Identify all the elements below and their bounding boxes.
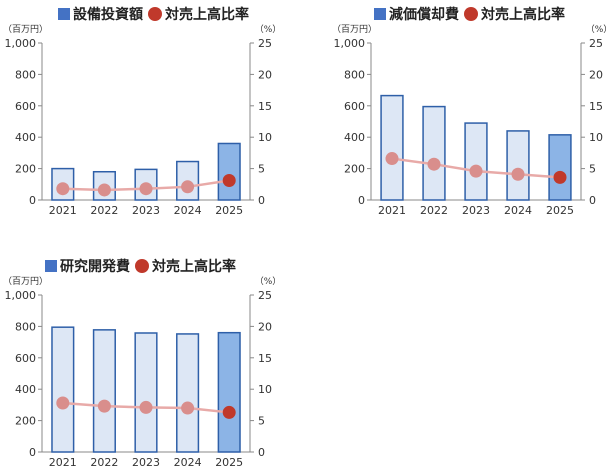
left-axis-unit: （百万円）	[332, 24, 377, 35]
left-tick-label: 0	[29, 446, 36, 459]
legend-bar-swatch	[374, 8, 386, 20]
left-tick-label: 200	[15, 163, 36, 176]
right-tick-label: 0	[258, 194, 265, 207]
left-tick-label: 1,000	[5, 37, 37, 50]
right-axis-unit: （%）	[586, 24, 613, 35]
right-tick-label: 25	[258, 289, 272, 302]
right-tick-label: 10	[258, 383, 272, 396]
right-tick-label: 25	[258, 37, 272, 50]
legend-bar-label: 減価償却費	[389, 6, 459, 23]
bar	[548, 134, 572, 201]
category-label: 2022	[90, 456, 118, 469]
ratio-point	[385, 152, 399, 166]
bar	[506, 130, 530, 201]
bar	[134, 332, 158, 453]
left-tick-label: 200	[344, 163, 365, 176]
right-tick-label: 10	[258, 131, 272, 144]
legend-bar-label: 設備投資額	[73, 6, 143, 23]
category-label: 2024	[174, 456, 202, 469]
ratio-point	[222, 174, 236, 188]
ratio-point	[181, 401, 195, 415]
category-label: 2021	[378, 204, 406, 217]
category-label: 2023	[132, 456, 160, 469]
left-tick-label: 600	[15, 352, 36, 365]
bar	[51, 326, 75, 453]
right-tick-label: 25	[589, 37, 603, 50]
left-tick-label: 400	[344, 131, 365, 144]
legend-bar-label: 研究開発費	[60, 258, 130, 275]
ratio-point	[427, 157, 441, 171]
left-tick-label: 600	[344, 100, 365, 113]
category-label: 2024	[174, 204, 202, 217]
category-label: 2022	[420, 204, 448, 217]
left-tick-label: 0	[358, 194, 365, 207]
ratio-point	[139, 400, 153, 414]
left-tick-label: 200	[15, 415, 36, 428]
legend-line-swatch	[464, 7, 478, 21]
bar	[380, 94, 404, 201]
left-tick-label: 800	[15, 68, 36, 81]
right-tick-label: 0	[589, 194, 596, 207]
right-tick-label: 20	[258, 68, 272, 81]
right-axis-unit: （%）	[255, 24, 282, 35]
right-tick-label: 15	[258, 352, 272, 365]
right-tick-label: 15	[258, 100, 272, 113]
right-tick-label: 10	[589, 131, 603, 144]
left-tick-label: 600	[15, 100, 36, 113]
left-axis-unit: （百万円）	[3, 276, 48, 287]
legend-line-label: 対売上高比率	[480, 6, 565, 23]
legend-line-label: 対売上高比率	[151, 258, 236, 275]
left-tick-label: 0	[29, 194, 36, 207]
left-tick-label: 800	[15, 320, 36, 333]
bar	[92, 329, 116, 453]
left-tick-label: 400	[15, 131, 36, 144]
ratio-point	[97, 399, 111, 413]
category-label: 2025	[215, 456, 243, 469]
ratio-point	[97, 183, 111, 197]
left-tick-label: 400	[15, 383, 36, 396]
legend-bar-swatch	[45, 260, 57, 272]
left-axis-unit: （百万円）	[3, 24, 48, 35]
category-label: 2024	[504, 204, 532, 217]
category-label: 2025	[215, 204, 243, 217]
right-tick-label: 5	[589, 163, 596, 176]
left-tick-label: 1,000	[5, 289, 37, 302]
ratio-point	[511, 167, 525, 181]
ratio-point	[222, 405, 236, 419]
category-label: 2021	[49, 204, 77, 217]
legend-line-swatch	[148, 7, 162, 21]
category-label: 2022	[90, 204, 118, 217]
ratio-point	[181, 180, 195, 194]
right-tick-label: 5	[258, 163, 265, 176]
bar	[217, 331, 241, 453]
category-label: 2023	[132, 204, 160, 217]
bar	[422, 105, 446, 201]
right-tick-label: 0	[258, 446, 265, 459]
bar	[217, 142, 241, 201]
right-tick-label: 15	[589, 100, 603, 113]
legend-line-swatch	[135, 259, 149, 273]
legend-bar-swatch	[58, 8, 70, 20]
category-label: 2021	[49, 456, 77, 469]
right-tick-label: 20	[589, 68, 603, 81]
right-tick-label: 5	[258, 415, 265, 428]
ratio-point	[469, 164, 483, 178]
bar	[176, 333, 200, 453]
right-tick-label: 20	[258, 320, 272, 333]
bar	[464, 122, 488, 201]
ratio-point	[139, 182, 153, 196]
category-label: 2023	[462, 204, 490, 217]
ratio-point	[56, 396, 70, 410]
ratio-point	[553, 170, 567, 184]
category-label: 2025	[546, 204, 574, 217]
right-axis-unit: （%）	[255, 276, 282, 287]
legend-line-label: 対売上高比率	[164, 6, 249, 23]
ratio-point	[56, 182, 70, 196]
left-tick-label: 1,000	[334, 37, 366, 50]
left-tick-label: 800	[344, 68, 365, 81]
